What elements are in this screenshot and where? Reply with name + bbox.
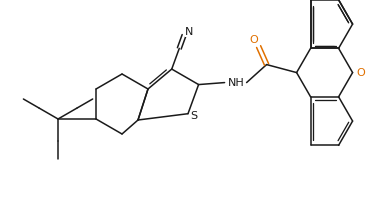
Text: S: S xyxy=(191,111,198,121)
Text: O: O xyxy=(356,68,365,78)
Text: NH: NH xyxy=(228,78,245,88)
Text: O: O xyxy=(249,35,258,45)
Text: N: N xyxy=(185,27,193,37)
